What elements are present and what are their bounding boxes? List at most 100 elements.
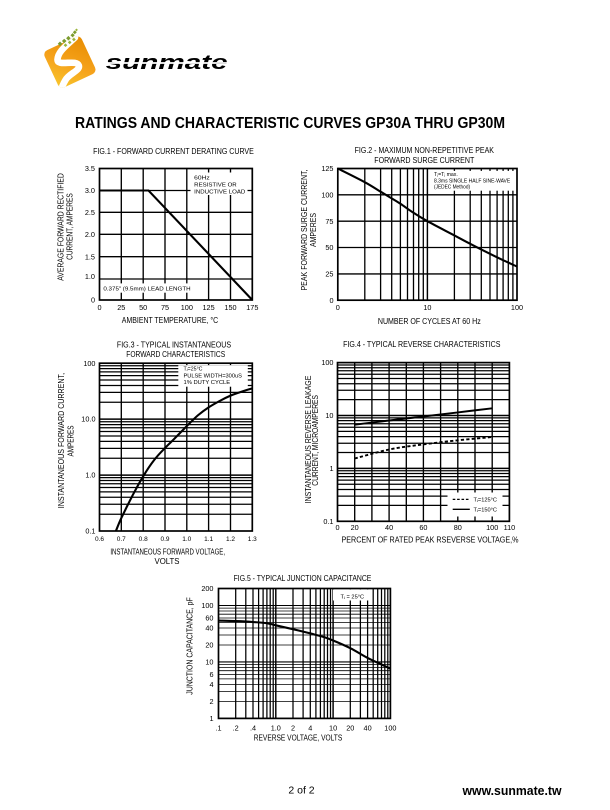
svg-text:75: 75: [161, 303, 169, 312]
svg-text:FIG.5 - TYPICAL JUNCTION CAPAC: FIG.5 - TYPICAL JUNCTION CAPACITANCE: [234, 574, 372, 583]
svg-text:2.0: 2.0: [85, 230, 95, 239]
svg-text:FORWARD CHARACTERISTICS: FORWARD CHARACTERISTICS: [126, 350, 225, 359]
svg-text:1: 1: [329, 464, 333, 473]
svg-text:1.0: 1.0: [85, 272, 95, 281]
svg-text:0.7: 0.7: [117, 536, 126, 543]
svg-text:0.9: 0.9: [160, 536, 169, 543]
svg-text:FIG.1 - FORWARD CURRENT DERATI: FIG.1 - FORWARD CURRENT DERATING CURVE: [93, 147, 254, 156]
svg-text:REVERSE VOLTAGE, VOLTS: REVERSE VOLTAGE, VOLTS: [254, 734, 343, 743]
svg-text:0.1: 0.1: [85, 527, 95, 536]
svg-text:FIG.2 - MAXIMUM NON-REPETITIVE: FIG.2 - MAXIMUM NON-REPETITIVE PEAK: [355, 146, 495, 155]
svg-text:100: 100: [181, 303, 193, 312]
svg-text:CURRENT, MICROAMPERES: CURRENT, MICROAMPERES: [311, 395, 320, 486]
svg-text:10: 10: [205, 658, 213, 667]
svg-text:0: 0: [329, 296, 333, 305]
svg-text:75: 75: [325, 217, 333, 226]
svg-text:100: 100: [321, 190, 333, 199]
svg-text:100: 100: [321, 358, 333, 367]
svg-text:2.5: 2.5: [85, 208, 95, 217]
svg-text:40: 40: [205, 624, 213, 633]
svg-text:4: 4: [308, 723, 312, 732]
svg-text:.2: .2: [233, 723, 239, 732]
svg-text:1.3: 1.3: [248, 536, 257, 543]
svg-text:20: 20: [351, 523, 359, 532]
svg-text:1.0: 1.0: [85, 471, 95, 480]
svg-text:INDUCTIVE LOAD: INDUCTIVE LOAD: [194, 189, 245, 195]
svg-text:1.0: 1.0: [271, 723, 281, 732]
svg-text:100: 100: [384, 723, 396, 732]
svg-text:1.5: 1.5: [85, 252, 95, 261]
svg-text:1.2: 1.2: [226, 536, 235, 543]
svg-text:50: 50: [139, 303, 147, 312]
svg-text:100: 100: [201, 601, 213, 610]
svg-text:Tⱼ=Tⱼ max.: Tⱼ=Tⱼ max.: [434, 172, 458, 178]
svg-text:1: 1: [209, 714, 213, 723]
svg-text:150: 150: [224, 303, 236, 312]
svg-text:CURRENT, AMPERES: CURRENT, AMPERES: [65, 193, 74, 260]
svg-text:RESISTIVE OR: RESISTIVE OR: [194, 182, 237, 188]
svg-text:RATINGS AND CHARACTERISTIC CUR: RATINGS AND CHARACTERISTIC CURVES GP30A …: [75, 115, 505, 132]
svg-text:4: 4: [209, 680, 213, 689]
svg-text:0.375" (9.5mm) LEAD LENGTH: 0.375" (9.5mm) LEAD LENGTH: [103, 287, 190, 293]
svg-text:25: 25: [117, 303, 125, 312]
svg-text:AMPERES: AMPERES: [309, 213, 318, 247]
svg-text:JUNCTION CAPACITANCE, pF: JUNCTION CAPACITANCE, pF: [186, 597, 195, 695]
svg-text:AMPERES: AMPERES: [67, 426, 76, 457]
svg-text:80: 80: [454, 523, 462, 532]
svg-text:10: 10: [329, 723, 337, 732]
svg-text:NUMBER OF CYCLES AT 60 Hz: NUMBER OF CYCLES AT 60 Hz: [378, 317, 481, 326]
svg-text:FORWARD SURGE CURRENT: FORWARD SURGE CURRENT: [374, 156, 474, 165]
svg-text:0.6: 0.6: [95, 536, 104, 543]
svg-text:8.3ms SINGLE HALF SINE-WAVE: 8.3ms SINGLE HALF SINE-WAVE: [434, 178, 511, 184]
svg-text:100: 100: [511, 303, 523, 312]
svg-text:60Hz: 60Hz: [194, 175, 210, 181]
svg-text:125: 125: [321, 164, 333, 173]
svg-text:INSTANTANEOUS REVERSE LEAKAGE: INSTANTANEOUS REVERSE LEAKAGE: [304, 376, 313, 504]
svg-text:0.8: 0.8: [139, 536, 148, 543]
svg-text:2: 2: [209, 697, 213, 706]
svg-text:PULSE WIDTH=300uS: PULSE WIDTH=300uS: [184, 373, 243, 379]
svg-text:0: 0: [91, 295, 95, 304]
svg-text:INSTANTANEOUS FORWARD CURRENT,: INSTANTANEOUS FORWARD CURRENT,: [57, 373, 66, 508]
svg-text:60: 60: [205, 614, 213, 623]
svg-text:0: 0: [336, 303, 340, 312]
svg-text:FIG.4 - TYPICAL REVERSE CHARAC: FIG.4 - TYPICAL REVERSE CHARACTERISTICS: [343, 340, 500, 349]
svg-text:PEAK FORWARD SURGE CURRENT,: PEAK FORWARD SURGE CURRENT,: [300, 170, 309, 291]
svg-text:1.1: 1.1: [204, 536, 213, 543]
svg-text:www.sunmate.tw: www.sunmate.tw: [462, 784, 562, 798]
svg-text:1.0: 1.0: [182, 536, 191, 543]
svg-text:INSTANTANEOUS FORWARD VOLTAGE,: INSTANTANEOUS FORWARD VOLTAGE,: [110, 547, 225, 556]
svg-text:.4: .4: [250, 723, 256, 732]
svg-text:(JEDEC Method): (JEDEC Method): [434, 185, 470, 191]
svg-text:60: 60: [419, 523, 427, 532]
svg-text:3.0: 3.0: [85, 186, 95, 195]
svg-text:0: 0: [97, 303, 101, 312]
svg-text:6: 6: [209, 670, 213, 679]
svg-text:Tⱼ=125°C: Tⱼ=125°C: [474, 498, 498, 504]
svg-text:0: 0: [335, 523, 339, 532]
svg-text:125: 125: [203, 303, 215, 312]
svg-text:100: 100: [486, 523, 498, 532]
svg-text:PERCENT OF RATED PEAK RSEVERSE: PERCENT OF RATED PEAK RSEVERSE VOLTAGE,%: [342, 536, 519, 545]
svg-text:1% DUTY CYCLE: 1% DUTY CYCLE: [184, 380, 231, 386]
svg-text:40: 40: [364, 723, 372, 732]
svg-text:Tⱼ=150°C: Tⱼ=150°C: [474, 508, 498, 514]
svg-text:10.0: 10.0: [81, 415, 95, 424]
svg-text:VOLTS: VOLTS: [155, 557, 180, 566]
svg-text:Tⱼ=25°C: Tⱼ=25°C: [184, 366, 203, 372]
svg-text:.1: .1: [215, 723, 221, 732]
svg-text:10: 10: [423, 303, 431, 312]
svg-text:0.1: 0.1: [323, 517, 333, 526]
svg-text:110: 110: [504, 523, 516, 532]
svg-text:20: 20: [205, 641, 213, 650]
svg-text:40: 40: [385, 523, 393, 532]
svg-text:25: 25: [325, 270, 333, 279]
svg-text:AVERAGE FORWARD RECTIFIED: AVERAGE FORWARD RECTIFIED: [57, 173, 66, 281]
svg-text:50: 50: [325, 243, 333, 252]
svg-text:200: 200: [201, 584, 213, 593]
svg-text:20: 20: [346, 723, 354, 732]
svg-text:2: 2: [291, 723, 295, 732]
svg-text:AMBIENT TEMPERATURE, °C: AMBIENT TEMPERATURE, °C: [122, 316, 219, 325]
svg-text:FIG.3 - TYPICAL INSTANTANEOUS: FIG.3 - TYPICAL INSTANTANEOUS: [117, 340, 231, 349]
svg-text:100: 100: [83, 359, 95, 368]
